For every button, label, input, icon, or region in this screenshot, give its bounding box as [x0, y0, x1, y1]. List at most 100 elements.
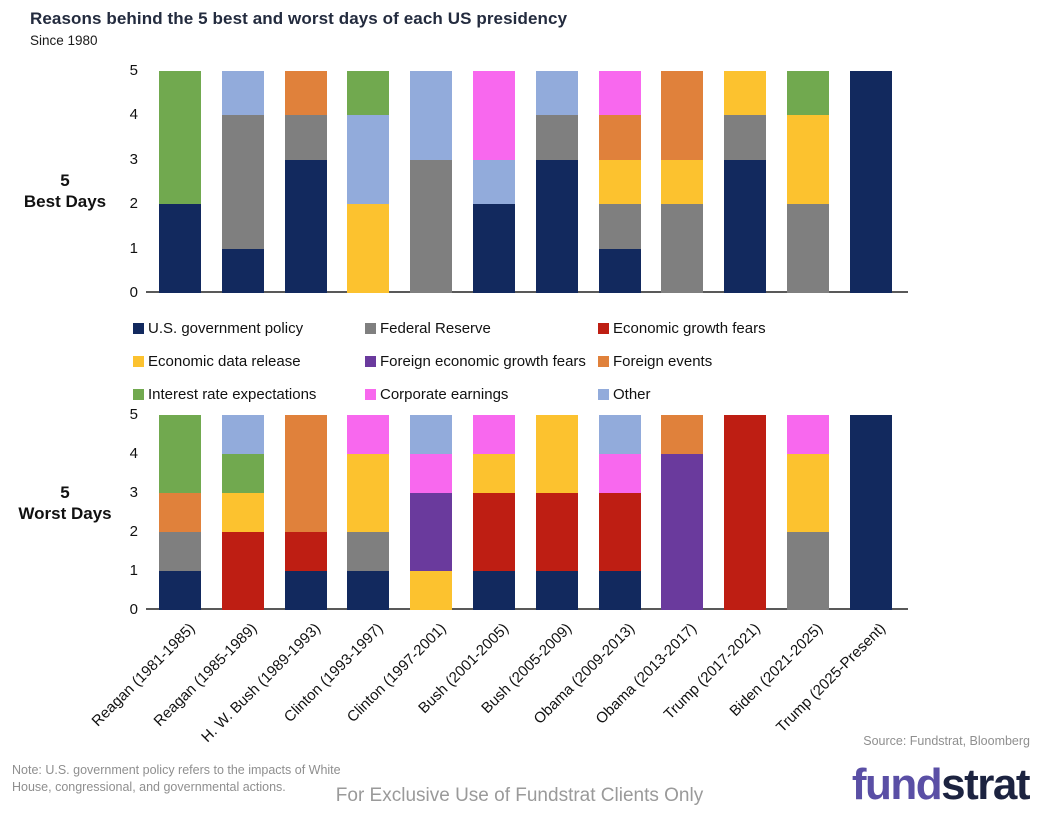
stacked-bar: [661, 415, 704, 610]
bar-segment: [159, 493, 201, 532]
bar-segment: [787, 454, 829, 532]
y-tick-label: 4: [129, 106, 138, 124]
bar-segment: [535, 415, 578, 493]
bar-segment: [221, 248, 264, 293]
bar-segment: [410, 415, 453, 454]
y-tick-label: 5: [129, 62, 138, 79]
bar-segment: [347, 415, 390, 454]
legend-swatch: [365, 389, 376, 400]
y-tick-label: 2: [129, 195, 138, 213]
stacked-bar: [347, 415, 390, 610]
bar-segment: [473, 415, 515, 454]
stacked-bar: [221, 71, 264, 293]
bar-segment: [284, 71, 327, 116]
stacked-bar: [159, 415, 201, 610]
bar-segment: [159, 571, 201, 610]
bar-segment: [347, 115, 390, 205]
stacked-bar: [410, 415, 453, 610]
x-category-label: H. W. Bush (1989-1993): [197, 620, 324, 746]
stacked-bar: [849, 415, 892, 610]
legend-swatch: [133, 323, 144, 334]
bar-segment: [535, 71, 578, 116]
legend-swatch: [365, 323, 376, 334]
bar-segment: [598, 571, 641, 610]
bar-segment: [849, 71, 892, 293]
worst-days-chart: [146, 415, 908, 610]
bar-segment: [598, 159, 641, 205]
legend-label: Foreign events: [613, 353, 713, 370]
bar-segment: [410, 454, 453, 493]
legend-label: U.S. government policy: [148, 320, 304, 337]
bar-segment: [410, 493, 453, 571]
y-tick-label: 3: [129, 484, 138, 501]
bar-segment: [221, 415, 264, 454]
worst-days-row-label: 5 Worst Days: [2, 482, 128, 525]
bar-segment: [598, 415, 641, 454]
y-tick-label: 0: [129, 601, 138, 618]
bar-segment: [724, 71, 767, 116]
bar-segment: [159, 415, 201, 493]
best-days-chart: [146, 71, 908, 293]
legend-swatch: [598, 323, 609, 334]
x-category-label: Reagan (1981-1985): [88, 620, 199, 730]
bar-segment: [598, 115, 641, 160]
bar-segment: [221, 493, 264, 532]
fundstrat-logo-part1: fund: [851, 760, 943, 809]
x-category-label: Trump (2025-Present): [772, 620, 889, 736]
stacked-bar: [284, 71, 327, 293]
bar-segment: [159, 532, 201, 571]
page-title: Reasons behind the 5 best and worst days…: [30, 9, 568, 28]
note-text: Note: U.S. government policy refers to t…: [12, 763, 341, 794]
bar-segment: [535, 159, 578, 293]
bar-segment: [598, 493, 641, 571]
bar-segment: [661, 204, 704, 293]
legend-swatch: [133, 356, 144, 367]
legend-item: U.S. government policy: [133, 320, 303, 337]
bar-segment: [284, 415, 327, 532]
legend-label: Corporate earnings: [380, 386, 509, 403]
legend-swatch: [598, 356, 609, 367]
bar-segment: [724, 415, 767, 610]
stacked-bar: [598, 415, 641, 610]
legend-item: Economic growth fears: [598, 320, 766, 337]
bar-segment: [473, 571, 515, 610]
y-tick-label: 1: [129, 239, 138, 257]
bar-segment: [598, 71, 641, 116]
worst-days-row-label-line2: Worst Days: [18, 504, 112, 524]
bar-segment: [598, 204, 641, 249]
bar-segment: [347, 532, 390, 571]
legend-swatch: [365, 356, 376, 367]
source-text: Source: Fundstrat, Bloomberg: [863, 734, 1030, 748]
y-tick-label: 2: [129, 523, 138, 540]
stacked-bar: [661, 71, 704, 293]
stacked-bar: [410, 71, 453, 293]
bar-segment: [221, 115, 264, 249]
best-days-row-label-line2: Best Days: [23, 192, 107, 212]
worst-days-row-label-line1: 5: [60, 483, 70, 502]
legend-swatch: [598, 389, 609, 400]
bar-segment: [598, 248, 641, 293]
legend-item: Foreign economic growth fears: [365, 353, 586, 370]
stacked-bar: [787, 415, 829, 610]
stacked-bar: [724, 71, 767, 293]
legend-item: Corporate earnings: [365, 386, 508, 403]
stacked-bar: [598, 71, 641, 293]
bar-segment: [661, 159, 704, 205]
bar-segment: [787, 115, 829, 205]
bar-segment: [221, 454, 264, 493]
stacked-bar: [473, 415, 515, 610]
stacked-bar: [159, 71, 201, 293]
legend-label: Other: [613, 386, 651, 403]
bar-segment: [347, 204, 390, 293]
bar-segment: [849, 415, 892, 610]
bar-segment: [787, 532, 829, 610]
legend-item: Interest rate expectations: [133, 386, 316, 403]
bar-segment: [473, 204, 515, 293]
stacked-bar: [221, 415, 264, 610]
bar-segment: [410, 159, 453, 293]
stacked-bar: [473, 71, 515, 293]
bar-segment: [661, 415, 704, 454]
legend-item: Economic data release: [133, 353, 301, 370]
bar-segment: [221, 71, 264, 116]
bar-segment: [159, 204, 201, 293]
